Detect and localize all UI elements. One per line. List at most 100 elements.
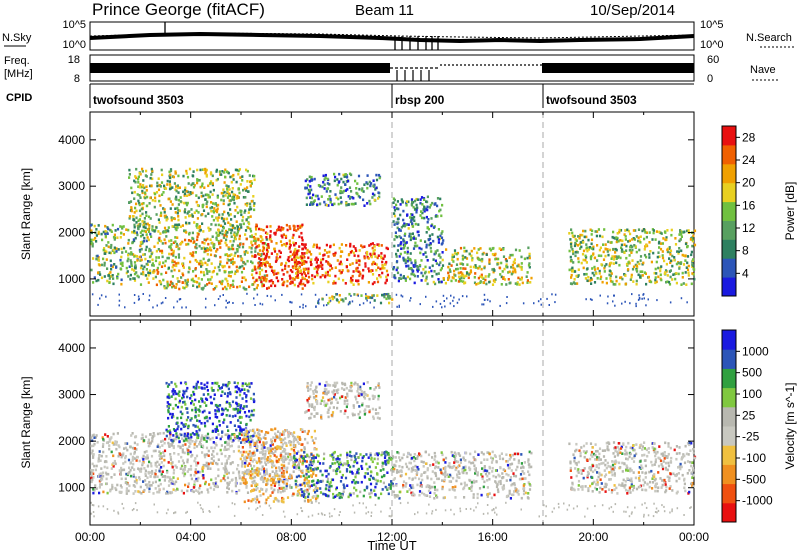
echo-cell (322, 174, 325, 178)
echo-cell (224, 175, 227, 179)
echo-cell (208, 281, 211, 285)
echo-cell (243, 187, 246, 191)
echo-cell (196, 380, 199, 384)
echo-cell (244, 262, 247, 266)
echo-cell (289, 443, 292, 447)
echo-cell (345, 202, 348, 205)
echo-cell (266, 459, 269, 462)
echo-cell (237, 169, 240, 173)
echo-cell (366, 250, 369, 254)
echo-cell (381, 293, 384, 297)
echo-cell (358, 274, 361, 278)
echo-cell (333, 296, 336, 299)
echo-cell (247, 438, 250, 442)
echo-cell (349, 195, 352, 199)
echo-cell (327, 280, 330, 284)
echo-cell (255, 440, 258, 443)
echo-cell (181, 459, 184, 462)
echo-cell (214, 412, 217, 416)
echo-cell (190, 208, 193, 211)
echo-cell (146, 195, 149, 199)
echo-cell (196, 285, 199, 289)
echo-cell (355, 249, 358, 253)
echo-cell (226, 196, 230, 199)
echo-cell (324, 176, 327, 179)
echo-cell (227, 213, 231, 217)
echo-cell (99, 297, 101, 300)
echo-cell (456, 301, 459, 304)
echo-cell (157, 188, 161, 192)
echo-cell (298, 468, 301, 472)
echo-cell (374, 255, 377, 258)
echo-cell (111, 223, 114, 227)
echo-cell (438, 209, 441, 213)
echo-cell (344, 189, 347, 192)
echo-cell (409, 252, 412, 255)
echo-cell (179, 381, 183, 385)
echo-cell (174, 397, 177, 401)
echo-cell (272, 500, 275, 503)
echo-cell (97, 232, 100, 236)
echo-cell (338, 262, 341, 266)
echo-cell (385, 260, 388, 264)
echo-cell (132, 238, 135, 241)
echo-cell (151, 439, 154, 443)
echo-cell (612, 283, 615, 286)
echo-cell (148, 490, 151, 493)
echo-cell (202, 476, 205, 480)
echo-cell (226, 433, 229, 436)
echo-cell (147, 215, 151, 219)
echo-cell (129, 253, 132, 256)
echo-cell (253, 399, 256, 403)
echo-cell (202, 463, 205, 467)
echo-cell (409, 238, 412, 242)
echo-cell (246, 433, 249, 436)
echo-cell (328, 296, 331, 300)
echo-cell (664, 238, 667, 242)
echo-cell (200, 490, 203, 494)
echo-cell (278, 474, 281, 478)
echo-cell (286, 479, 289, 482)
echo-cell (140, 207, 143, 211)
echo-cell (512, 260, 515, 264)
echo-cell (644, 231, 647, 234)
echo-cell (189, 419, 192, 422)
echo-cell (247, 226, 250, 230)
echo-cell (176, 487, 179, 491)
echo-cell (249, 464, 252, 467)
echo-cell (269, 238, 272, 241)
echo-cell (325, 260, 328, 263)
echo-cell (458, 275, 461, 279)
echo-cell (376, 280, 380, 284)
echo-cell (228, 202, 231, 206)
echo-cell (130, 434, 133, 437)
echo-cell (521, 281, 524, 285)
echo-cell (313, 267, 316, 270)
echo-cell (310, 175, 313, 179)
echo-cell (618, 263, 621, 267)
echo-cell (135, 479, 138, 482)
echo-cell (169, 184, 172, 188)
echo-cell (112, 282, 115, 286)
echo-cell (589, 298, 592, 301)
echo-cell (93, 224, 96, 228)
freq-rbsp-trace (390, 64, 542, 81)
echo-cell (585, 298, 587, 301)
echo-cell (402, 239, 405, 243)
echo-cell (621, 250, 624, 253)
echo-cell (178, 394, 181, 397)
echo-cell (607, 295, 609, 298)
echo-cell (155, 226, 158, 229)
nave-tick-low: 0 (707, 73, 713, 85)
echo-cell (654, 267, 657, 271)
echo-cell (163, 214, 166, 218)
echo-cell (627, 229, 630, 233)
echo-cell (593, 256, 596, 260)
echo-cell (244, 428, 248, 431)
echo-cell (289, 244, 292, 247)
echo-cell (182, 264, 185, 268)
echo-cell (279, 456, 283, 460)
echo-cell (181, 224, 184, 227)
echo-cell (95, 434, 98, 437)
echo-cell (169, 173, 172, 177)
